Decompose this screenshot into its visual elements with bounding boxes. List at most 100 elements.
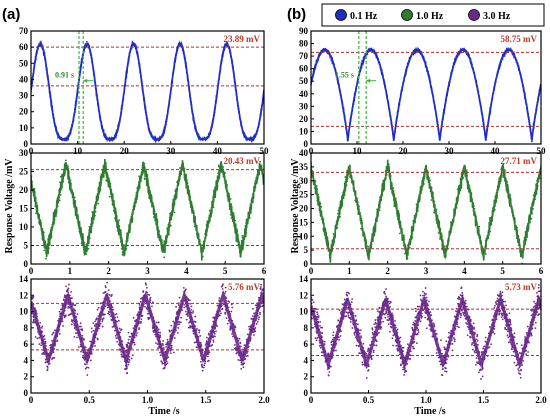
series-point — [315, 316, 318, 319]
series-point — [490, 323, 493, 326]
series-point — [419, 188, 422, 191]
series-point — [165, 119, 168, 122]
series-point — [396, 336, 399, 339]
series-point — [88, 48, 91, 51]
amplitude-annotation: 58.75 mV — [501, 34, 538, 44]
series-point — [323, 230, 325, 233]
series-point — [121, 253, 124, 256]
series-point — [63, 174, 65, 177]
series-point — [319, 331, 322, 334]
series-point — [509, 340, 512, 342]
y-tick-label: 20 — [19, 185, 29, 195]
series-point — [366, 254, 369, 257]
series-point — [135, 334, 138, 337]
series-point — [477, 357, 480, 360]
series-point — [241, 236, 244, 239]
series-point — [369, 344, 371, 346]
series-point — [396, 215, 399, 217]
series-point — [344, 181, 347, 184]
series-point — [229, 208, 232, 211]
series-point — [503, 310, 505, 313]
series-point — [157, 333, 160, 336]
series-point — [204, 357, 207, 360]
series-point — [367, 369, 370, 371]
series-point — [411, 337, 414, 340]
series-point — [257, 315, 259, 317]
series-point — [34, 194, 36, 196]
series-point — [127, 57, 130, 60]
series-point — [466, 181, 469, 184]
series-point — [166, 342, 169, 345]
y-tick-label: 15 — [19, 204, 29, 214]
series-point — [332, 343, 335, 346]
series-point — [389, 325, 392, 328]
series-point — [192, 330, 194, 332]
series-point — [374, 338, 377, 341]
series-point — [312, 71, 315, 73]
series-point — [382, 320, 385, 323]
series-point — [332, 331, 335, 334]
series-point — [461, 299, 464, 302]
series-point — [80, 236, 83, 239]
series-point — [174, 327, 177, 330]
series-point — [416, 49, 419, 52]
series-point — [433, 211, 435, 214]
series-point — [70, 182, 72, 185]
series-point — [35, 324, 38, 326]
series-point — [59, 321, 61, 324]
series-point — [187, 310, 190, 313]
series-point — [36, 337, 39, 340]
series-point — [326, 49, 329, 52]
series-point — [143, 165, 146, 168]
series-point — [329, 365, 332, 368]
series-point — [464, 306, 467, 309]
series-point — [398, 351, 401, 353]
series-point — [447, 349, 450, 351]
series-point — [220, 298, 223, 300]
series-point — [453, 320, 456, 323]
series-point — [325, 50, 327, 52]
series-point — [242, 130, 244, 132]
series-point — [484, 239, 487, 242]
series-point — [494, 304, 496, 307]
series-point — [494, 82, 496, 85]
series-point — [256, 304, 259, 307]
series-point — [97, 338, 99, 341]
series-point — [355, 344, 358, 347]
series-point — [381, 303, 384, 305]
series-point — [224, 286, 227, 289]
series-point — [365, 364, 368, 367]
series-point — [422, 290, 424, 293]
series-point — [69, 179, 72, 182]
amplitude-annotation: 23.89 mV — [224, 34, 261, 44]
series-point — [316, 323, 319, 325]
series-point — [127, 338, 130, 341]
series-point — [417, 311, 420, 314]
series-point — [254, 134, 257, 137]
series-point — [432, 200, 435, 203]
series-point — [85, 253, 88, 256]
series-point — [48, 360, 50, 363]
series-point — [218, 73, 221, 75]
series-point — [405, 358, 407, 361]
series-point — [352, 188, 355, 190]
series-point — [485, 243, 488, 246]
series-point — [423, 294, 426, 297]
series-point — [102, 300, 105, 303]
series-point — [357, 344, 360, 347]
series-point — [249, 329, 252, 332]
series-point — [155, 332, 158, 335]
series-point — [212, 329, 215, 332]
series-point — [320, 335, 323, 338]
series-point — [438, 348, 441, 351]
series-point — [183, 290, 186, 293]
series-point — [365, 366, 368, 369]
series-point — [519, 373, 521, 375]
series-point — [207, 345, 210, 348]
series-point — [379, 67, 382, 70]
series-point — [134, 325, 136, 328]
series-point — [431, 324, 434, 327]
series-point — [178, 321, 181, 323]
series-point — [376, 332, 379, 335]
